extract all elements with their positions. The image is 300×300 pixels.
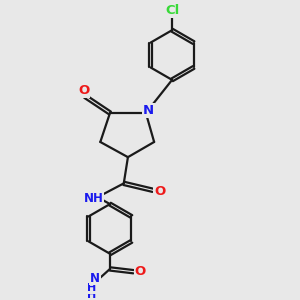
Text: N: N: [143, 104, 154, 117]
Text: Cl: Cl: [165, 4, 179, 17]
Text: O: O: [78, 84, 89, 98]
Text: N: N: [90, 272, 100, 284]
Text: O: O: [154, 185, 165, 198]
Text: O: O: [135, 265, 146, 278]
Text: H: H: [87, 290, 97, 300]
Text: H: H: [87, 283, 97, 293]
Text: NH: NH: [83, 192, 103, 205]
